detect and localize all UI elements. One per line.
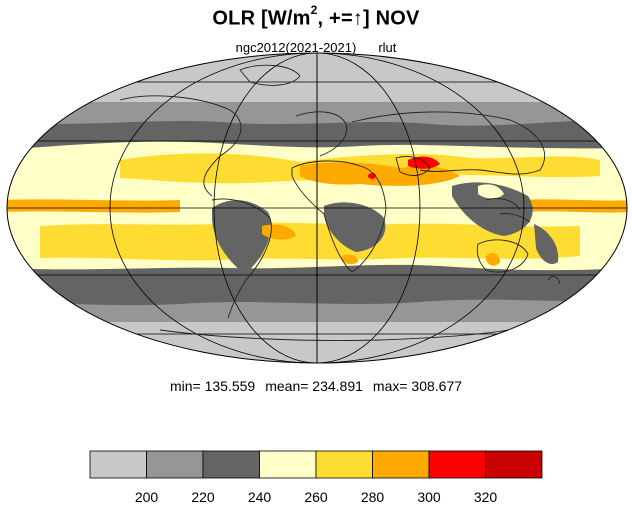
colorbar-box [485,450,543,479]
colorbar-box [315,450,373,479]
colorbar-box [89,450,147,479]
coastline-africa [291,160,387,273]
colorbar-box [428,450,486,479]
coastline-australia [476,239,529,273]
olr-spcz-convection [534,224,559,265]
coastline-europe [295,111,348,157]
coastline-new-zealand [547,276,561,285]
title-suffix: , +=↑] NOV [317,7,420,30]
olr-south-america-convection [212,200,272,274]
globe-outline [6,52,628,364]
coastline-arabia [395,156,431,176]
coastline-asia [351,111,545,175]
olr-itcz-orange-east [520,199,627,213]
olr-australia-orange [486,253,500,266]
olr-band-south-subpolar [7,299,627,322]
colorbar-tick-label: 300 [417,489,441,505]
olr-band-north-subpolar [7,102,627,126]
colorbar-tick-label: 200 [135,489,159,505]
olr-convection-gap [478,184,504,199]
colorbar-tick-label: 260 [304,489,328,505]
colorbar-tick-label: 280 [361,489,385,505]
colorbar-tick-label: 240 [248,489,272,505]
colorbar-box [259,450,317,479]
coastline-north-america [119,95,242,197]
colorbar-box [202,450,260,479]
coastlines [119,64,561,341]
olr-itcz-orange-west [7,199,180,213]
map-stats: min= 135.559 mean= 234.891 max= 308.677 [0,378,632,394]
colorbar-tick-label: 220 [191,489,215,505]
coastline-greenland [239,64,301,86]
stat-min: min= 135.559 [169,378,256,394]
map-subtitle: ngc2012(2021-2021) rlut [0,40,632,55]
title-exponent: 2 [310,3,318,17]
olr-band-south-warm [40,222,580,261]
coastline-antarctica [159,327,521,341]
colorbar-tick-label: 320 [474,489,498,505]
olr-africa-convection [324,202,386,252]
olr-maritime-continent-convection [452,182,533,236]
stat-max: max= 308.677 [372,378,463,394]
subtitle-run: ngc2012(2021-2021) [235,40,357,55]
title-text: OLR [W/m [212,7,311,30]
olr-south-africa-orange [342,254,358,265]
colorbar-box [372,450,430,479]
colorbar-labels: 200 220 240 260 280 300 320 [135,489,498,505]
colorbar-box [146,450,204,479]
coastline-maritime-continent [485,198,531,223]
coastline-south-america [211,198,272,319]
subtitle-variable: rlut [378,40,397,55]
map-title: OLR [W/m2, +=↑] NOV [0,3,632,31]
colorbar-boxes [89,450,543,479]
stat-mean: mean= 234.891 [265,378,363,394]
